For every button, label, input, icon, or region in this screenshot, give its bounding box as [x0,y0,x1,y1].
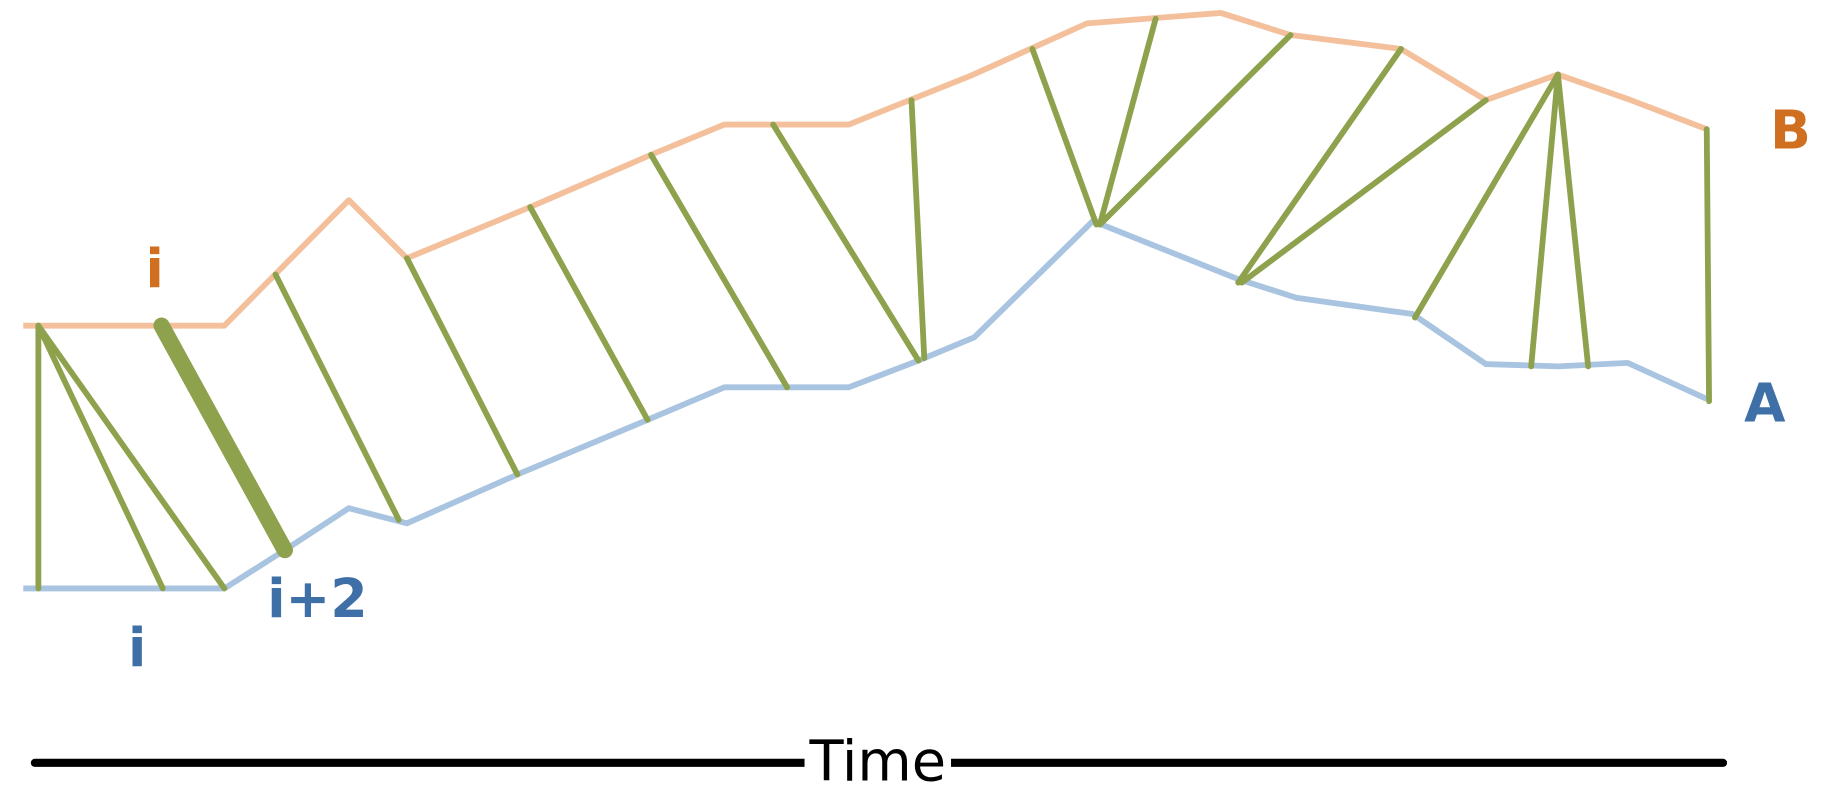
highlight-link [153,317,293,559]
link [908,97,928,362]
link [1096,32,1294,228]
link [1238,97,1489,286]
series-b-line [23,10,1708,329]
link [770,121,922,364]
link [1029,46,1100,228]
link [1703,126,1712,405]
link [648,151,791,391]
warping-links [35,15,1712,592]
link [1555,71,1592,370]
link [35,322,228,592]
time-axis-label: Time [809,729,947,794]
link [1412,71,1561,321]
axis-label-bg [804,732,952,791]
link [272,271,402,523]
series-b-label: B [1770,98,1811,161]
link [404,255,521,478]
a-index-label: i [128,616,146,679]
link [1528,71,1561,370]
b-index-label: i [145,237,163,300]
link [1235,46,1404,286]
link [527,204,651,423]
link [35,322,166,592]
link [1096,15,1159,228]
series-a-label: A [1744,372,1786,435]
a-index-next-label: i+2 [267,567,367,630]
